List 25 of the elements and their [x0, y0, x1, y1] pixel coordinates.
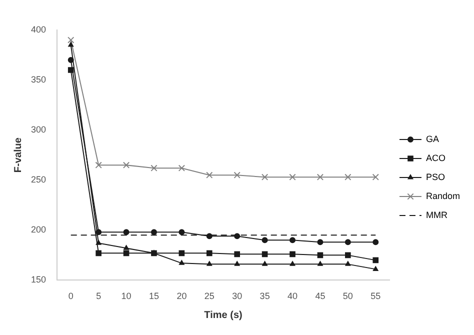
x-axis-title: Time (s): [204, 310, 242, 321]
legend-label: ACO: [426, 152, 446, 163]
x-tick-label: 45: [315, 291, 326, 302]
x-tick-label: 35: [260, 291, 270, 302]
y-axis-title: F-value: [12, 137, 24, 173]
y-tick-label: 150: [30, 274, 46, 285]
y-tick-label: 250: [30, 174, 46, 185]
x-tick-label: 20: [176, 291, 187, 302]
x-tick-label: 5: [96, 291, 102, 302]
y-tick-label: 350: [30, 74, 46, 85]
x-tick-label: 40: [288, 291, 298, 302]
y-tick-label: 200: [30, 224, 46, 235]
legend-label: PSO: [426, 172, 445, 182]
legend-label: Random: [426, 190, 460, 201]
legend-label: MMR: [426, 210, 448, 220]
x-tick-label: 55: [370, 291, 381, 302]
x-tick-label: 50: [342, 291, 353, 302]
x-tick-label: 25: [204, 291, 214, 302]
x-tick-label: 0: [68, 291, 74, 302]
legend-label: GA: [426, 134, 439, 144]
y-tick-label: 300: [30, 124, 46, 135]
x-tick-label: 10: [121, 291, 132, 302]
y-tick-label: 400: [30, 24, 46, 34]
x-tick-label: 30: [232, 291, 242, 302]
x-tick-label: 15: [148, 291, 159, 302]
